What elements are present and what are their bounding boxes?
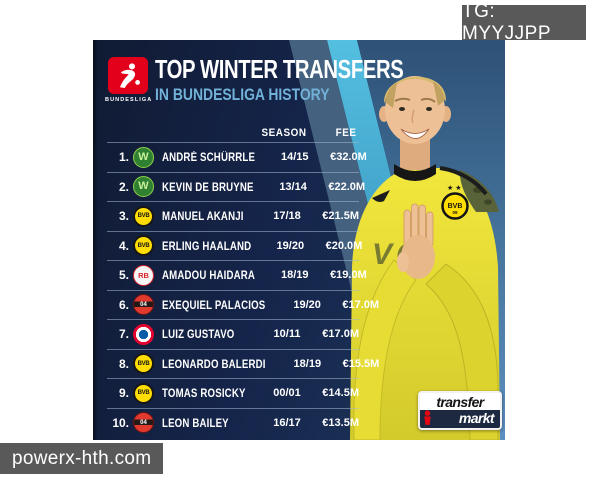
poster-left-edge	[93, 40, 98, 440]
poster-title: TOP WINTER TRANSFERS	[155, 54, 404, 84]
jersey-torso	[350, 168, 500, 440]
transfermarkt-mascot-icon	[424, 410, 431, 425]
fee-value: €17.0M	[322, 328, 359, 341]
player-photo-haaland: VO ★ ★ BVB 09	[350, 76, 500, 440]
puma-logo	[372, 190, 390, 202]
table-row: 9. BVB TOMAS ROSICKY 00/01 €14.5M	[107, 378, 359, 408]
player-name: EXEQUIEL PALACIOS	[162, 299, 266, 312]
transfermarkt-wordmark-top: transfer	[420, 393, 500, 410]
column-header-fee: FEE	[335, 127, 357, 139]
transfermarkt-wordmark-bottom: markt	[420, 410, 500, 428]
club-logo-leipzig: RB	[133, 264, 154, 286]
column-header-season: SEASON	[261, 127, 307, 139]
player-neck	[400, 134, 430, 170]
player-name: ERLING HAALAND	[162, 240, 252, 253]
rank-label: 10.	[112, 415, 129, 430]
club-logo-bvb: BVB	[133, 235, 154, 257]
fee-value: €17.0M	[342, 298, 380, 311]
sleeve-left	[353, 259, 417, 440]
player-name: MANUEL AKANJI	[162, 211, 244, 224]
club-logo-bayern	[133, 323, 154, 345]
club-logo-bvb: BVB	[133, 382, 154, 404]
table-row: 10. 04 LEON BAILEY 16/17 €13.5M	[107, 407, 359, 438]
player-name: TOMAS ROSICKY	[162, 388, 246, 401]
rank-label: 1.	[118, 150, 129, 165]
fee-value: €20.0M	[325, 239, 363, 252]
club-logo-wolfsburg: W	[133, 146, 154, 168]
table-row: 2. W KEVIN DE BRUYNE 13/14 €22.0M	[107, 171, 365, 202]
player-name: ANDRÉ SCHÜRRLE	[162, 152, 256, 165]
transfer-table-rows: 1. W ANDRÉ SCHÜRRLE 14/15 €32.0M 2. W KE…	[107, 142, 379, 438]
table-row: 8. BVB LEONARDO BALERDI 18/19 €15.5M	[107, 348, 379, 379]
bundesliga-logo-icon	[108, 57, 148, 94]
rank-label: 3.	[118, 209, 129, 224]
rank-label: 6.	[118, 297, 129, 312]
season-value: 17/18	[273, 210, 301, 223]
season-value: 00/01	[273, 387, 301, 400]
bundesliga-logo-block: BUNDESLIGA	[105, 57, 151, 103]
player-name: AMADOU HAIDARA	[162, 270, 256, 283]
watermark-telegram: TG: MYYJJPP	[462, 1, 586, 44]
table-row: 5. RB AMADOU HAIDARA 18/19 €19.0M	[107, 260, 367, 290]
fee-value: €19.0M	[330, 269, 367, 282]
table-row: 3. BVB MANUEL AKANJI 17/18 €21.5M	[107, 201, 359, 231]
bvb-badge-year: 09	[452, 210, 458, 215]
table-row: 6. 04 EXEQUIEL PALACIOS 19/20 €17.0M	[107, 289, 379, 320]
player-smile	[400, 128, 430, 139]
fee-value: €32.0M	[330, 151, 367, 164]
table-row: 1. W ANDRÉ SCHÜRRLE 14/15 €32.0M	[107, 142, 367, 172]
club-logo-leverkusen: 04	[133, 412, 154, 434]
player-name: LEON BAILEY	[162, 417, 229, 430]
season-value: 18/19	[293, 357, 322, 370]
rank-label: 4.	[118, 238, 129, 253]
player-name: LEONARDO BALERDI	[162, 358, 266, 371]
fee-value: €22.0M	[328, 180, 366, 193]
season-value: 10/11	[273, 328, 301, 341]
player-face	[385, 76, 445, 144]
table-header-row: SEASON FEE	[107, 124, 359, 142]
player-name: KEVIN DE BRUYNE	[162, 181, 254, 194]
club-logo-bvb: BVB	[133, 205, 154, 227]
bundesliga-kicker-icon	[120, 62, 140, 88]
transfer-table: SEASON FEE 1. W ANDRÉ SCHÜRRLE 14/15 €32…	[107, 124, 379, 438]
bundesliga-wordmark: BUNDESLIGA	[105, 97, 153, 103]
clasped-hands	[397, 203, 435, 279]
table-row: 7. LUIZ GUSTAVO 10/11 €17.0M	[107, 319, 359, 349]
rank-label: 8.	[118, 356, 129, 371]
club-logo-bvb: BVB	[133, 353, 154, 375]
season-value: 16/17	[273, 416, 301, 429]
jersey-collar	[394, 164, 436, 181]
season-value: 14/15	[281, 151, 309, 164]
club-logo-leverkusen: 04	[133, 294, 154, 316]
club-logo-wolfsburg: W	[133, 176, 154, 198]
watermark-website: powerx-hth.com	[0, 443, 163, 474]
badge-stars: ★ ★	[447, 184, 462, 192]
fee-value: €14.5M	[322, 387, 359, 400]
season-value: 18/19	[281, 269, 309, 282]
rank-label: 5.	[118, 268, 129, 283]
season-value: 19/20	[276, 239, 305, 252]
fee-value: €21.5M	[322, 210, 359, 223]
rank-label: 7.	[118, 327, 129, 342]
bvb-badge-text: BVB	[448, 203, 463, 210]
rank-label: 9.	[118, 386, 129, 401]
player-name: LUIZ GUSTAVO	[162, 329, 235, 342]
transfers-infographic: BUNDESLIGA TOP WINTER TRANSFERS IN BUNDE…	[93, 40, 505, 440]
fee-value: €13.5M	[322, 416, 359, 429]
season-value: 13/14	[279, 180, 307, 193]
rank-label: 2.	[118, 179, 129, 194]
poster-subtitle: IN BUNDESLIGA HISTORY	[155, 85, 330, 104]
bvb-chest-badge	[441, 192, 469, 220]
transfermarkt-logo: transfer markt	[418, 391, 502, 430]
season-value: 19/20	[293, 298, 321, 311]
table-row: 4. BVB ERLING HAALAND 19/20 €20.0M	[107, 230, 363, 261]
fee-value: €15.5M	[342, 357, 380, 370]
